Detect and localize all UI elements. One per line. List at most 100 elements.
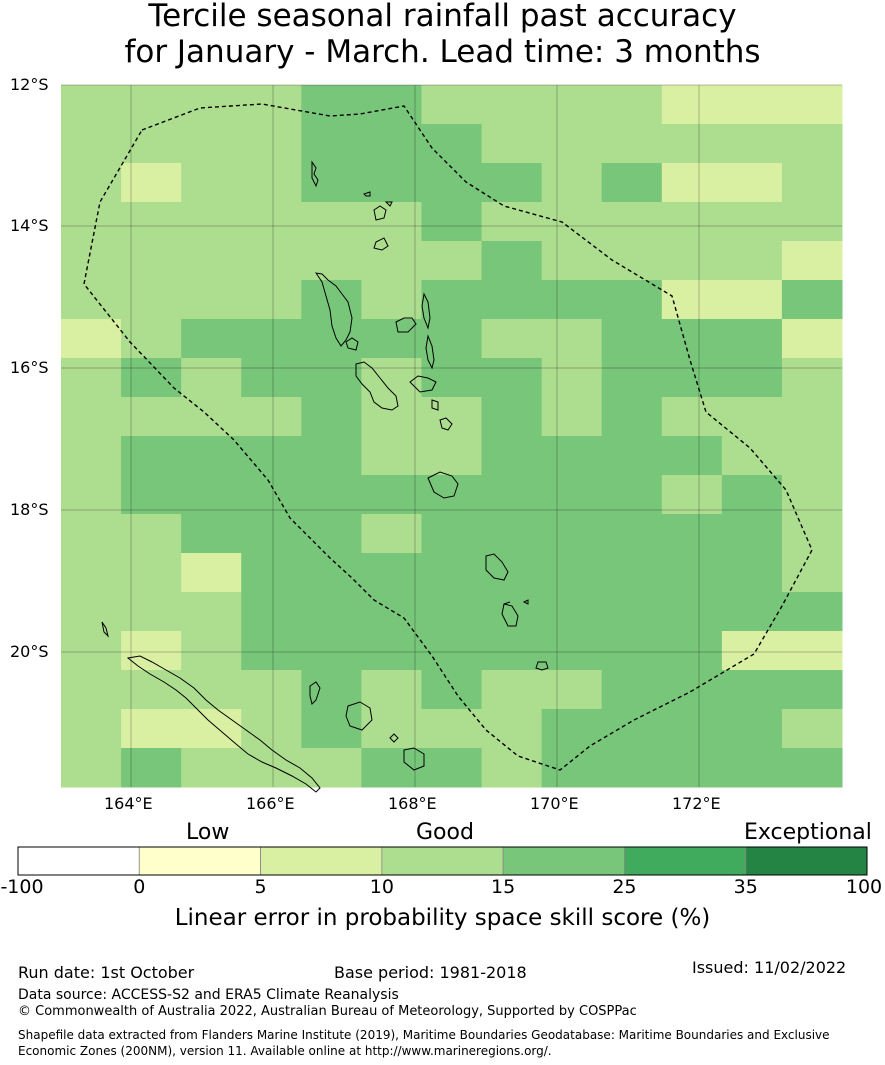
grid-cell: [781, 514, 843, 554]
grid-cell: [661, 163, 723, 203]
grid-cell: [541, 319, 603, 359]
grid-cell: [661, 202, 723, 242]
grid-cell: [181, 514, 242, 554]
grid-cell: [181, 85, 242, 125]
grid-cell: [241, 514, 302, 554]
grid-cell: [241, 202, 302, 242]
island-small-1: [363, 191, 371, 197]
grid-cell: [181, 748, 242, 788]
grid-cell: [781, 709, 843, 749]
grid-cell: [121, 436, 182, 476]
colorbar-tick-label: 100: [845, 876, 883, 898]
grid-cell: [481, 748, 543, 788]
grid-cell: [241, 748, 302, 788]
island-espiritu-santo: [314, 272, 353, 347]
grid-cell: [61, 397, 122, 437]
grid-cell: [721, 475, 783, 515]
grid-cell: [241, 319, 302, 359]
grid-cell: [481, 436, 543, 476]
grid-cell: [421, 436, 483, 476]
colorbar-tick-label: 25: [612, 876, 637, 898]
island-malakula: [355, 361, 399, 411]
grid-cell: [121, 280, 182, 320]
map-title-line-1: Tercile seasonal rainfall past accuracy: [148, 0, 737, 34]
grid-cell: [481, 670, 543, 710]
island-tanna: [501, 603, 519, 627]
grid-cell: [121, 358, 182, 398]
grid-cell: [421, 709, 483, 749]
grid-cell: [181, 397, 242, 437]
island-torres: [311, 160, 319, 188]
island-paama: [431, 399, 439, 411]
grid-cell: [421, 553, 483, 593]
grid-cell: [481, 280, 543, 320]
island-ouvea: [309, 681, 321, 705]
grid-cell: [181, 709, 242, 749]
colorbar-tick-label: 35: [733, 876, 758, 898]
grid-cell: [361, 670, 422, 710]
grid-cell: [601, 631, 663, 671]
grid-cell: [121, 319, 182, 359]
grid-cell: [361, 163, 422, 203]
longitude-label: 164°E: [104, 794, 153, 813]
grid-cell: [541, 202, 603, 242]
grid-cell: [241, 397, 302, 437]
grid-cell: [781, 631, 843, 671]
copyright: © Commonwealth of Australia 2022, Austra…: [18, 1004, 637, 1019]
grid-cell: [301, 553, 362, 593]
grid-cell: [481, 514, 543, 554]
grid-cell: [181, 124, 242, 164]
grid-cell: [781, 124, 843, 164]
island-small-3: [503, 601, 511, 605]
base-period: Base period: 1981-2018: [334, 963, 527, 982]
grid-cell: [661, 358, 723, 398]
grid-cell: [721, 514, 783, 554]
grid-cell: [421, 670, 483, 710]
grid-cell: [181, 163, 242, 203]
grid-cell: [361, 631, 422, 671]
grid-cell: [721, 436, 783, 476]
grid-cell: [121, 163, 182, 203]
grid-cell: [181, 241, 242, 281]
grid-cell: [121, 202, 182, 242]
grid-cell: [721, 553, 783, 593]
grid-cell: [241, 124, 302, 164]
longitude-label: 172°E: [672, 794, 721, 813]
grid-cell: [781, 670, 843, 710]
grid-cell: [481, 553, 543, 593]
grid-cell: [541, 748, 603, 788]
grid-cell: [541, 670, 603, 710]
colorbar-tick-label: -100: [0, 876, 44, 898]
grid-cell: [781, 475, 843, 515]
colorbar: [17, 846, 868, 876]
grid-cell: [301, 475, 362, 515]
grid-cell: [781, 397, 843, 437]
shapefile-credit-line-1: Shapefile data extracted from Flanders M…: [18, 1028, 830, 1042]
grid-cell: [241, 475, 302, 515]
grid-cell: [781, 748, 843, 788]
grid-cell: [481, 163, 543, 203]
grid-cell: [781, 319, 843, 359]
issued-date: Issued: 11/02/2022: [692, 958, 847, 977]
grid-cell: [121, 241, 182, 281]
island-pentecost: [425, 334, 435, 370]
grid-cell: [421, 358, 483, 398]
grid-cell: [541, 436, 603, 476]
grid-cell: [361, 475, 422, 515]
grid-cell: [601, 397, 663, 437]
rainfall-accuracy-map: [61, 84, 843, 793]
grid-cell: [61, 85, 122, 125]
grid-cell: [661, 124, 723, 164]
colorbar-word-good: Good: [416, 820, 474, 845]
grid-cell: [121, 748, 182, 788]
island-isle-of-pines: [389, 733, 399, 743]
grid-cell: [661, 436, 723, 476]
grid-cell: [661, 280, 723, 320]
grid-cell: [361, 319, 422, 359]
grid-cell: [361, 514, 422, 554]
grid-cell: [721, 397, 783, 437]
grid-cell: [241, 709, 302, 749]
grid-cell: [481, 358, 543, 398]
run-date: Run date: 1st October: [18, 963, 195, 982]
grid-cell: [481, 631, 543, 671]
